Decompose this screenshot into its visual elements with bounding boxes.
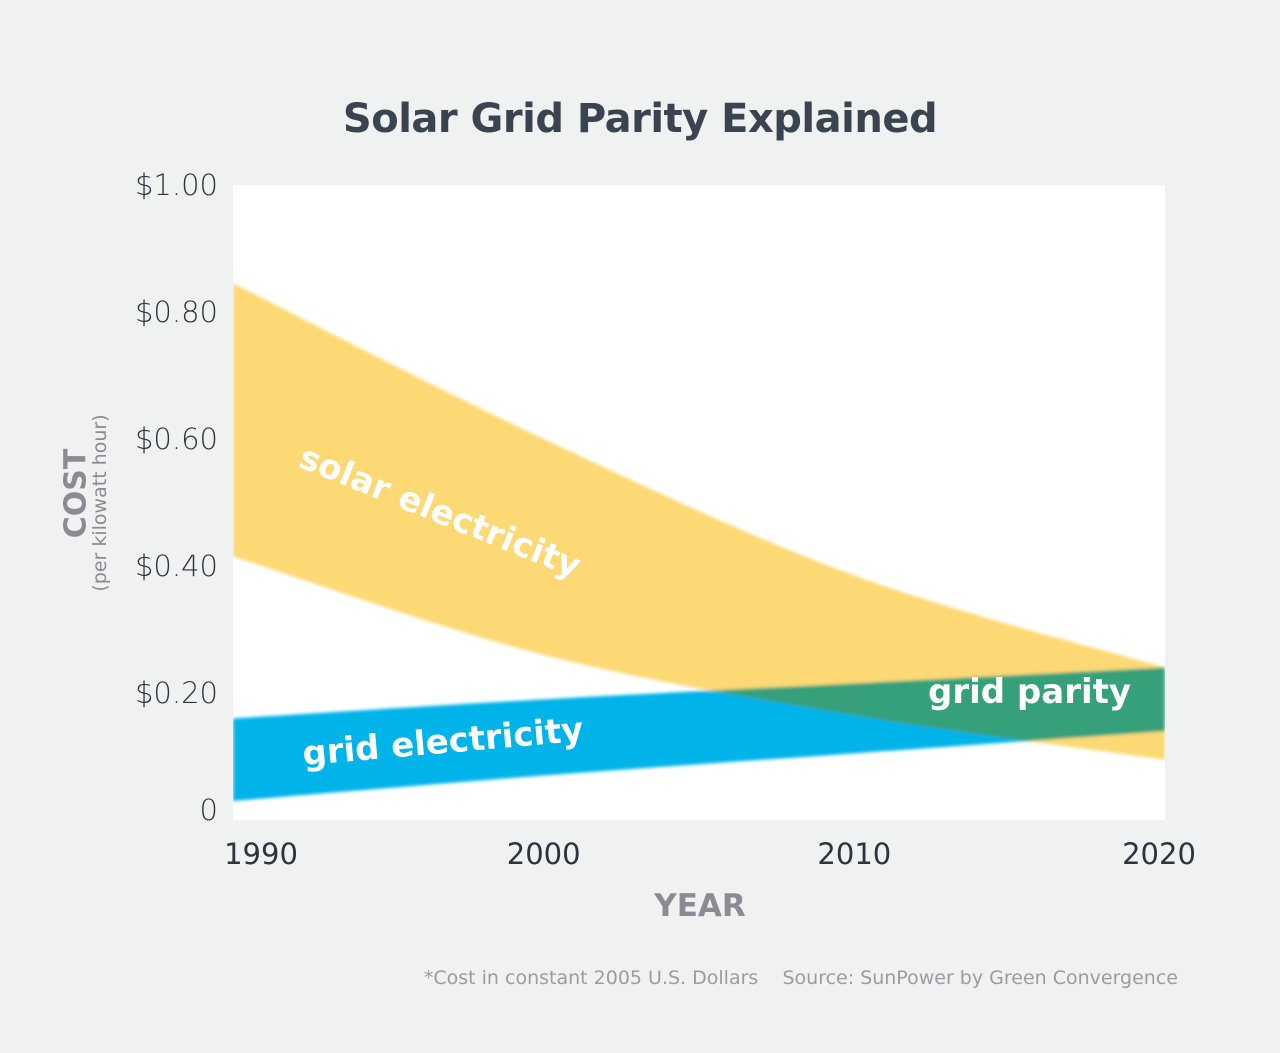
y-tick-label: $0.40 — [135, 549, 218, 583]
footnote-text: *Cost in constant 2005 U.S. Dollars — [423, 967, 759, 989]
y-tick-label: $0.20 — [135, 676, 218, 710]
y-tick-label: 0 — [200, 793, 218, 827]
x-tick-label: 2000 — [507, 837, 581, 871]
x-tick-label: 2020 — [1122, 837, 1196, 871]
source-text: Source: SunPower by Green Convergence — [782, 967, 1178, 989]
y-axis-sublabel: (per kilowatt hour) — [89, 414, 111, 592]
x-axis-label: YEAR — [654, 888, 746, 924]
chart-title: Solar Grid Parity Explained — [342, 96, 938, 142]
solar-band — [233, 283, 1165, 760]
grid-parity-label: grid parity — [928, 672, 1132, 712]
x-tick-label: 2010 — [817, 837, 891, 871]
footnote: *Cost in constant 2005 U.S. Dollars Sour… — [424, 967, 1178, 989]
x-tick-label: 1990 — [224, 837, 298, 871]
y-tick-label: $0.80 — [135, 295, 218, 329]
y-tick-label: $0.60 — [135, 422, 218, 456]
y-tick-label: $1.00 — [135, 168, 218, 202]
